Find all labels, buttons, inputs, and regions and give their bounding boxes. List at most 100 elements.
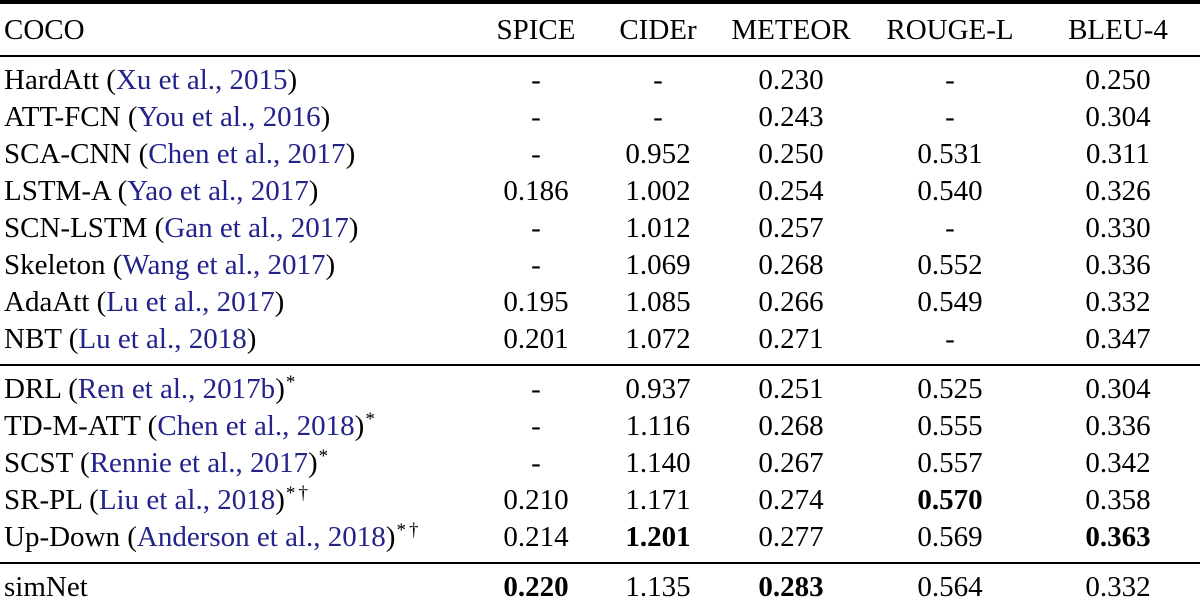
model-cell: HardAtt (Xu et al., 2015) — [4, 64, 298, 96]
metric-value: - — [531, 101, 541, 133]
table-row: TD-M-ATT (Chen et al., 2018)* - 1.116 0.268… — [0, 408, 1200, 445]
model-cell: Up-Down (Anderson et al., 2018)*† — [4, 520, 422, 553]
citation-link[interactable]: Anderson et al., 2018 — [136, 521, 386, 553]
metric-value: 0.332 — [1085, 286, 1151, 318]
table-row: Up-Down (Anderson et al., 2018)*† 0.214 1.… — [0, 519, 1200, 563]
footnote-marker: * — [318, 446, 332, 467]
citation-link[interactable]: Ren et al., 2017b — [77, 373, 276, 405]
metric-value: 0.311 — [1085, 138, 1151, 170]
citation-link[interactable]: You et al., 2016 — [137, 101, 321, 133]
metric-value: 0.268 — [758, 249, 824, 281]
table-header: COCO SPICE CIDEr METEOR ROUGE-L BLEU-4 — [0, 2, 1200, 56]
metric-value: - — [945, 101, 955, 133]
metric-value: 1.069 — [625, 249, 691, 281]
metric-value: - — [531, 373, 541, 405]
model-name: SCST — [4, 447, 73, 479]
metric-value: 0.555 — [917, 410, 983, 442]
citation-link[interactable]: Lu et al., 2018 — [78, 323, 247, 355]
model-cell: SCST (Rennie et al., 2017)* — [4, 446, 332, 479]
model-name: ATT-FCN — [4, 101, 121, 133]
model-name: simNet — [4, 571, 88, 603]
table-row: SR-PL (Liu et al., 2018)*† 0.210 1.171 0.27… — [0, 482, 1200, 519]
citation-link[interactable]: Lu et al., 2017 — [106, 286, 275, 318]
metric-value: 0.186 — [503, 175, 569, 207]
metric-value: 0.283 — [758, 571, 824, 603]
metric-value: 0.267 — [758, 447, 824, 479]
model-cell: SCN-LSTM (Gan et al., 2017) — [4, 212, 359, 244]
metric-value: 0.347 — [1085, 323, 1151, 355]
model-cell: SCA-CNN (Chen et al., 2017) — [4, 138, 356, 170]
metric-value: 0.274 — [758, 484, 824, 516]
citation-link[interactable]: Yao et al., 2017 — [127, 175, 309, 207]
metric-value: 0.531 — [917, 138, 983, 170]
metric-value: 1.085 — [625, 286, 691, 318]
metric-value: 0.358 — [1085, 484, 1151, 516]
metric-value: 0.336 — [1085, 410, 1151, 442]
metric-value: 1.201 — [625, 521, 691, 553]
metric-value: - — [653, 64, 663, 96]
metric-value: 0.268 — [758, 410, 824, 442]
table-group-rl-optimized-models: DRL (Ren et al., 2017b)* - 0.937 0.251 0.525… — [0, 365, 1200, 563]
metric-value: - — [653, 101, 663, 133]
metric-value: 0.552 — [917, 249, 983, 281]
citation-link[interactable]: Xu et al., 2015 — [115, 64, 288, 96]
table-row: NBT (Lu et al., 2018) 0.201 1.072 0.271 - 0.3… — [0, 321, 1200, 365]
model-name: TD-M-ATT — [4, 410, 141, 442]
header-row: COCO SPICE CIDEr METEOR ROUGE-L BLEU-4 — [0, 2, 1200, 56]
metric-value: 0.271 — [758, 323, 824, 355]
table-row: DRL (Ren et al., 2017b)* - 0.937 0.251 0.525… — [0, 365, 1200, 408]
metric-value: 1.135 — [625, 571, 691, 603]
model-cell: DRL (Ren et al., 2017b)* — [4, 372, 299, 405]
metric-value: - — [531, 410, 541, 442]
metric-value: - — [531, 249, 541, 281]
metric-value: 0.326 — [1085, 175, 1151, 207]
metric-value: 0.540 — [917, 175, 983, 207]
metric-value: 0.210 — [503, 484, 569, 516]
metric-value: 0.549 — [917, 286, 983, 318]
citation-link[interactable]: Wang et al., 2017 — [122, 249, 326, 281]
metric-value: 1.002 — [625, 175, 691, 207]
metric-value: 0.332 — [1085, 571, 1151, 603]
footnote-marker: *† — [285, 483, 311, 504]
metric-value: 0.230 — [758, 64, 824, 96]
model-cell: simNet — [0, 563, 474, 609]
column-header-spice: SPICE — [496, 14, 576, 46]
metric-value: 1.072 — [625, 323, 691, 355]
metric-value: 0.557 — [917, 447, 983, 479]
citation-link[interactable]: Chen et al., 2018 — [157, 410, 355, 442]
citation-link[interactable]: Rennie et al., 2017 — [89, 447, 308, 479]
table-row: simNet 0.220 1.135 0.283 0.564 0.332 — [0, 563, 1200, 609]
citation-link[interactable]: Gan et al., 2017 — [164, 212, 349, 244]
metric-value: 0.250 — [1085, 64, 1151, 96]
model-name: Skeleton — [4, 249, 106, 281]
metric-value: - — [531, 138, 541, 170]
model-name: SCA-CNN — [4, 138, 132, 170]
citation-link[interactable]: Chen et al., 2017 — [148, 138, 346, 170]
metric-value: 0.277 — [758, 521, 824, 553]
metric-value: 0.251 — [758, 373, 824, 405]
metric-value: 0.952 — [625, 138, 691, 170]
metric-value: 0.342 — [1085, 447, 1151, 479]
model-cell: NBT (Lu et al., 2018) — [4, 323, 257, 355]
metric-value: 0.304 — [1085, 373, 1151, 405]
metric-value: 0.363 — [1085, 521, 1151, 553]
metric-value: 0.304 — [1085, 101, 1151, 133]
citation-link[interactable]: Liu et al., 2018 — [98, 484, 276, 516]
column-header-bleu-4: BLEU-4 — [1068, 14, 1168, 46]
column-header-meteor: METEOR — [731, 14, 851, 46]
metric-value: 0.525 — [917, 373, 983, 405]
model-name: SR-PL — [4, 484, 82, 516]
metric-value: 0.254 — [758, 175, 824, 207]
table-row: AdaAtt (Lu et al., 2017) 0.195 1.085 0.266 0… — [0, 284, 1200, 321]
table-group-cross-entropy-models: HardAtt (Xu et al., 2015) - - 0.230 - 0.250 AT… — [0, 56, 1200, 365]
column-header-cider: CIDEr — [619, 14, 697, 46]
metric-value: - — [531, 212, 541, 244]
column-header-coco: COCO — [4, 14, 85, 46]
table-row: Skeleton (Wang et al., 2017) - 1.069 0.268 0… — [0, 247, 1200, 284]
table-row: SCST (Rennie et al., 2017)* - 1.140 0.267 0.… — [0, 445, 1200, 482]
metric-value: 0.266 — [758, 286, 824, 318]
metric-value: 1.171 — [625, 484, 691, 516]
footnote-marker: * — [285, 372, 299, 393]
metric-value: 0.564 — [917, 571, 983, 603]
metric-value: - — [531, 64, 541, 96]
